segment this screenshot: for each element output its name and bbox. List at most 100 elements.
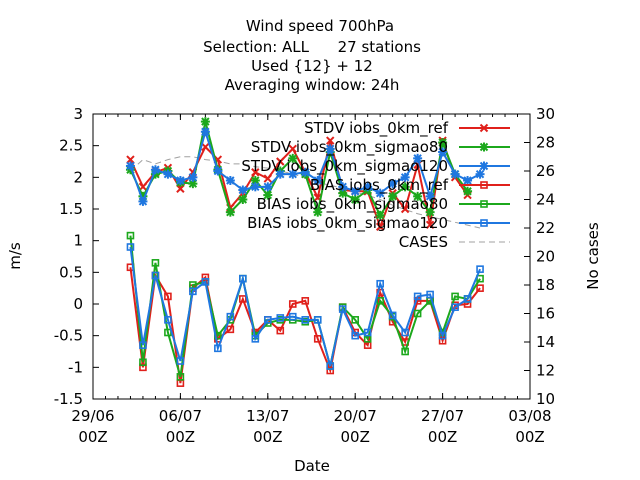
data-point	[139, 358, 147, 367]
data-point	[313, 335, 322, 343]
data-point	[201, 273, 210, 282]
x-tick-label: 00Z	[341, 428, 370, 446]
chart-title: Wind speed 700hPa Selection: ALL 27 stat…	[203, 17, 421, 94]
y-tick-label: 2	[73, 168, 83, 186]
series-line	[129, 246, 481, 367]
y2-tick-label: 24	[536, 191, 555, 209]
data-point	[201, 278, 210, 286]
data-point	[226, 312, 235, 321]
data-point	[251, 335, 260, 343]
y2-tick-label: 26	[536, 162, 555, 180]
legend-label: CASES	[399, 233, 448, 251]
x-tick-label: 00Z	[253, 428, 282, 446]
data-point	[426, 290, 434, 299]
data-point	[139, 341, 147, 349]
data-point	[201, 142, 210, 152]
y2-tick-label: 10	[536, 390, 555, 408]
y-tick-label: -1	[68, 358, 83, 376]
legend-label: BIAS iobs_0km_sigmao120	[247, 214, 448, 233]
data-point	[476, 265, 484, 273]
data-point	[189, 287, 197, 296]
y-tick-label: 0.5	[59, 263, 83, 281]
data-point	[313, 193, 322, 202]
data-point	[376, 297, 384, 305]
series-line	[129, 121, 469, 218]
data-point	[301, 316, 310, 324]
y2-tick-label: 18	[536, 276, 555, 294]
data-point	[263, 174, 273, 183]
x-tick-label: 13/07	[246, 407, 289, 425]
y-tick-label: 3	[73, 105, 83, 123]
data-point	[463, 300, 472, 308]
y-axis-label: m/s	[6, 242, 24, 270]
data-point	[239, 295, 247, 303]
title-line-4: Averaging window: 24h	[225, 76, 400, 94]
y-tick-label: 1.5	[59, 200, 83, 218]
data-point	[176, 184, 185, 193]
data-point	[126, 243, 135, 251]
data-point	[413, 309, 422, 318]
title-line-2: Selection: ALL 27 stations	[203, 38, 421, 56]
y2-tick-label: 16	[536, 305, 555, 323]
data-point	[351, 331, 360, 340]
y2-tick-label: 14	[536, 333, 555, 351]
data-point	[288, 312, 297, 321]
data-point	[413, 292, 422, 301]
legend-label: STDV iobs_0km_sigmao80	[251, 138, 448, 157]
data-point	[388, 311, 397, 320]
series-line	[129, 140, 469, 230]
data-point	[151, 259, 160, 267]
legend-label: BIAS iobs_0km_ref	[310, 176, 449, 195]
y2-tick-label: 28	[536, 134, 555, 152]
data-point	[276, 326, 285, 335]
data-point	[401, 347, 409, 356]
data-point	[400, 204, 410, 214]
data-point	[480, 219, 488, 227]
data-point	[176, 357, 185, 365]
data-point	[425, 220, 435, 230]
series-line	[129, 235, 481, 378]
data-point	[338, 305, 347, 313]
y2-axis-label: No cases	[584, 222, 602, 290]
data-point	[438, 331, 447, 340]
title-line-3: Used {12} + 12	[251, 57, 373, 75]
data-point	[376, 279, 384, 288]
data-point	[301, 297, 310, 305]
data-point	[401, 328, 409, 337]
x-axis-label: Date	[294, 457, 330, 475]
data-point	[451, 303, 459, 311]
y2-tick-label: 22	[536, 219, 555, 237]
x-tick-label: 06/07	[159, 407, 202, 425]
axes: -1.5 -1 -0.5 0 0.5 1 1.5 2 2.5 3 10 12 14 16 18 20 22 24 2…	[54, 105, 555, 446]
x-tick-label: 29/06	[71, 407, 114, 425]
data-point	[151, 271, 160, 280]
legend-label: STDV iobs_0km_ref	[304, 119, 449, 138]
x-tick-label: 00Z	[78, 428, 107, 446]
y2-tick-label: 30	[536, 105, 555, 123]
data-point	[214, 344, 222, 353]
data-point	[351, 316, 360, 324]
data-point	[164, 316, 172, 324]
x-tick-label: 03/08	[508, 407, 551, 425]
y-tick-label: 2.5	[59, 137, 83, 155]
y-tick-label: -0.5	[54, 327, 83, 345]
x-tick-label: 20/07	[334, 407, 377, 425]
title-line-1: Wind speed 700hPa	[246, 17, 394, 35]
data-point	[176, 373, 185, 381]
data-point	[326, 366, 335, 375]
x-tick-label: 27/07	[421, 407, 464, 425]
data-point	[313, 316, 322, 324]
data-point	[288, 300, 297, 308]
data-point	[226, 325, 235, 334]
data-point	[476, 284, 484, 292]
data-point	[263, 316, 272, 324]
data-point	[375, 222, 385, 231]
data-point	[126, 155, 135, 164]
legend-label: BIAS iobs_0km_sigmao80	[257, 195, 448, 214]
y2-tick-label: 20	[536, 248, 555, 266]
data-point	[480, 200, 488, 208]
data-point	[326, 136, 335, 145]
x-tick-label: 00Z	[166, 428, 195, 446]
